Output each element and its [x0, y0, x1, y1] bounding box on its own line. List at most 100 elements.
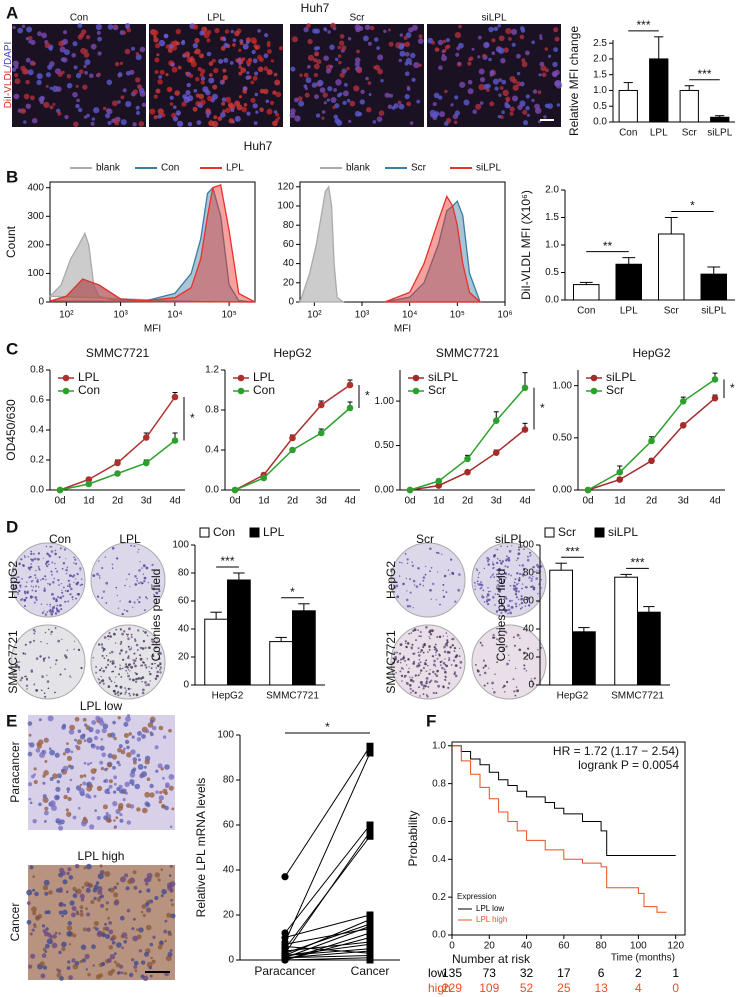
speckle [532, 89, 538, 94]
speckle [398, 44, 405, 50]
point [616, 476, 624, 483]
speckle [86, 113, 90, 118]
speckle [208, 77, 215, 84]
speckle [446, 635, 448, 637]
speckle [15, 664, 18, 667]
speckle [124, 739, 130, 745]
speckle [92, 574, 96, 577]
speckle [72, 886, 77, 892]
speckle [158, 75, 163, 79]
speckle [402, 582, 405, 586]
speckle [413, 628, 417, 632]
legend-label: Scr [558, 525, 576, 539]
speckle [374, 37, 379, 42]
speckle [32, 553, 35, 555]
speckle [507, 104, 511, 108]
micrograph [289, 22, 424, 127]
speckle [200, 80, 205, 85]
speckle [84, 59, 91, 66]
speckle [123, 721, 129, 727]
speckle [54, 691, 56, 694]
speckle [43, 692, 46, 694]
speckle [512, 84, 519, 91]
speckle [214, 28, 220, 34]
speckle [518, 582, 520, 584]
speckle [123, 733, 129, 738]
speckle [427, 651, 429, 653]
speckle [193, 89, 198, 93]
speckle [106, 108, 113, 115]
speckle [127, 674, 130, 678]
speckle [156, 670, 159, 674]
speckle [491, 51, 496, 55]
speckle [24, 556, 26, 559]
speckle [133, 601, 136, 604]
speckle [329, 44, 335, 50]
speckle [146, 598, 148, 600]
speckle [397, 659, 400, 662]
plate-label: siLPL [495, 532, 525, 546]
speckle [96, 30, 101, 35]
speckle [102, 926, 107, 931]
speckle [484, 42, 490, 48]
speckle [139, 657, 143, 661]
panel-letter: A [6, 3, 18, 22]
speckle [420, 683, 424, 686]
speckle [109, 954, 116, 960]
speckle [139, 46, 146, 53]
speckle [238, 71, 243, 76]
speckle [405, 598, 409, 602]
speckle [177, 120, 184, 127]
speckle [64, 590, 67, 592]
speckle [532, 576, 534, 578]
speckle [15, 587, 18, 589]
speckle [12, 67, 16, 72]
speckle [33, 924, 37, 929]
y-tick-label: 80 [283, 220, 295, 231]
speckle [412, 680, 415, 683]
speckle [404, 41, 411, 47]
speckle [26, 581, 28, 583]
speckle [200, 76, 206, 81]
y-tick-label: 0 [288, 297, 294, 308]
speckle [71, 906, 77, 911]
speckle [33, 683, 36, 686]
speckle [289, 112, 296, 119]
speckle [138, 890, 142, 894]
speckle [49, 666, 52, 669]
point [435, 477, 443, 485]
speckle [526, 558, 530, 562]
speckle [39, 752, 46, 758]
speckle [52, 102, 56, 106]
speckle [222, 109, 226, 113]
legend-label: LPL high [476, 915, 507, 924]
x-axis-label: MFI [144, 324, 161, 335]
speckle [141, 647, 145, 650]
speckle [68, 875, 74, 880]
sig-label: * [365, 389, 370, 403]
speckle [54, 549, 57, 552]
point [711, 376, 719, 383]
speckle [434, 665, 437, 667]
speckle [144, 791, 151, 798]
speckle [25, 57, 31, 63]
speckle [55, 663, 57, 665]
speckle [12, 60, 19, 67]
speckle [450, 664, 453, 666]
speckle [127, 663, 131, 667]
speckle [136, 579, 139, 582]
point [584, 486, 592, 494]
speckle [504, 576, 507, 579]
legend-dot [412, 374, 420, 382]
speckle [118, 673, 120, 676]
micrograph [427, 24, 563, 127]
speckle [504, 572, 508, 575]
speckle [78, 107, 83, 113]
speckle [411, 561, 414, 563]
speckle [38, 96, 45, 103]
speckle [313, 63, 320, 70]
speckle [153, 37, 159, 43]
speckle [120, 119, 127, 126]
speckle [81, 820, 87, 827]
speckle [502, 89, 509, 97]
